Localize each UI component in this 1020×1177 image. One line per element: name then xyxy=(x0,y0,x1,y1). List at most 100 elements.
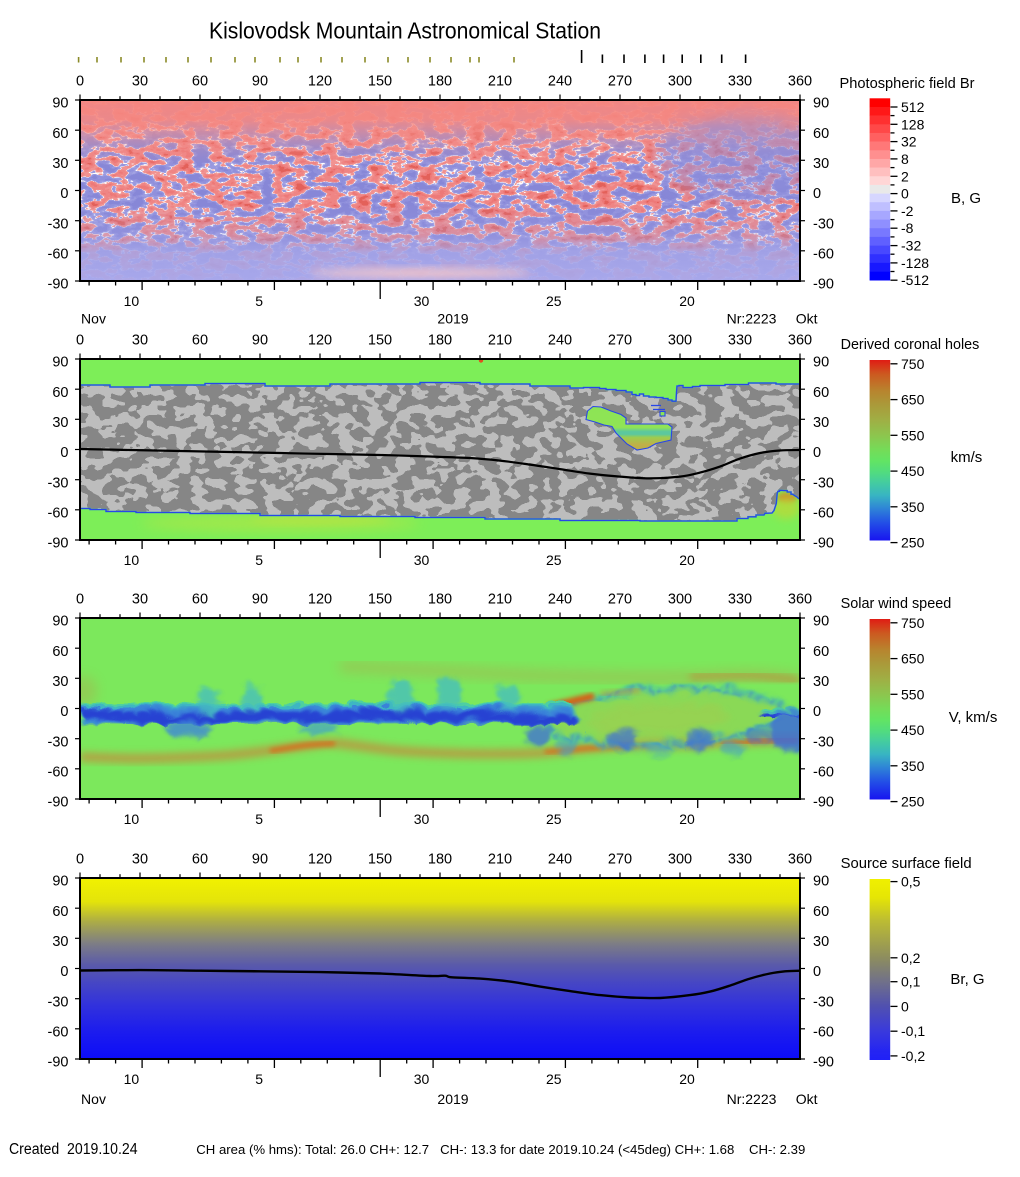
svg-text:330: 330 xyxy=(728,332,752,348)
svg-text:210: 210 xyxy=(488,332,512,348)
svg-text:750: 750 xyxy=(901,615,925,631)
svg-text:0: 0 xyxy=(76,73,84,89)
svg-text:2019: 2019 xyxy=(437,1091,468,1107)
svg-text:Source surface field: Source surface field xyxy=(841,855,972,872)
svg-text:330: 330 xyxy=(728,851,752,867)
svg-text:300: 300 xyxy=(668,591,692,607)
svg-text:30: 30 xyxy=(132,591,148,607)
svg-text:30: 30 xyxy=(52,934,68,950)
svg-text:750: 750 xyxy=(901,356,925,372)
svg-text:25: 25 xyxy=(546,293,562,309)
svg-text:0: 0 xyxy=(813,704,821,720)
svg-text:180: 180 xyxy=(428,73,452,89)
svg-text:32: 32 xyxy=(901,134,917,150)
svg-text:Nr:2223: Nr:2223 xyxy=(727,311,777,327)
svg-text:20: 20 xyxy=(679,811,695,827)
svg-text:-0,2: -0,2 xyxy=(901,1048,925,1064)
svg-text:210: 210 xyxy=(488,851,512,867)
svg-text:20: 20 xyxy=(679,293,695,309)
svg-text:-30: -30 xyxy=(48,994,69,1010)
svg-text:650: 650 xyxy=(901,651,925,667)
svg-text:30: 30 xyxy=(52,415,68,431)
svg-text:0,1: 0,1 xyxy=(901,974,921,990)
svg-text:0: 0 xyxy=(813,445,821,461)
svg-text:-30: -30 xyxy=(48,475,69,491)
svg-text:360: 360 xyxy=(788,332,812,348)
svg-text:180: 180 xyxy=(428,851,452,867)
svg-text:60: 60 xyxy=(192,332,208,348)
svg-text:90: 90 xyxy=(813,874,829,890)
svg-text:-512: -512 xyxy=(901,272,929,288)
svg-text:-90: -90 xyxy=(48,277,69,293)
svg-text:10: 10 xyxy=(124,1071,140,1087)
svg-text:-30: -30 xyxy=(813,475,834,491)
svg-text:512: 512 xyxy=(901,99,925,115)
svg-text:-30: -30 xyxy=(813,734,834,750)
svg-text:210: 210 xyxy=(488,73,512,89)
svg-text:-90: -90 xyxy=(48,1055,69,1071)
svg-text:Nov: Nov xyxy=(81,1091,106,1107)
svg-text:150: 150 xyxy=(368,591,392,607)
svg-text:5: 5 xyxy=(255,1071,263,1087)
svg-text:30: 30 xyxy=(52,156,68,172)
svg-text:60: 60 xyxy=(192,851,208,867)
svg-text:240: 240 xyxy=(548,591,572,607)
svg-text:0: 0 xyxy=(60,186,68,202)
svg-text:60: 60 xyxy=(52,385,68,401)
svg-text:-60: -60 xyxy=(48,1024,69,1040)
svg-text:km/s: km/s xyxy=(951,449,983,466)
svg-text:60: 60 xyxy=(813,126,829,142)
svg-text:0: 0 xyxy=(76,332,84,348)
svg-text:0: 0 xyxy=(76,851,84,867)
svg-text:-90: -90 xyxy=(48,795,69,811)
svg-text:450: 450 xyxy=(901,463,925,479)
svg-text:0,5: 0,5 xyxy=(901,874,921,890)
svg-text:30: 30 xyxy=(414,1071,430,1087)
svg-text:Created 2019.10.24: Created 2019.10.24 xyxy=(9,1141,138,1158)
svg-text:25: 25 xyxy=(546,552,562,568)
svg-text:-30: -30 xyxy=(813,994,834,1010)
svg-text:360: 360 xyxy=(788,73,812,89)
svg-text:-90: -90 xyxy=(813,795,834,811)
svg-text:150: 150 xyxy=(368,73,392,89)
svg-text:90: 90 xyxy=(252,73,268,89)
svg-text:-90: -90 xyxy=(813,536,834,552)
svg-text:30: 30 xyxy=(132,73,148,89)
svg-text:10: 10 xyxy=(124,293,140,309)
svg-text:250: 250 xyxy=(901,535,925,551)
svg-text:0: 0 xyxy=(813,186,821,202)
svg-text:90: 90 xyxy=(252,332,268,348)
svg-text:-60: -60 xyxy=(813,246,834,262)
svg-text:-32: -32 xyxy=(901,238,921,254)
svg-text:-60: -60 xyxy=(48,246,69,262)
svg-text:30: 30 xyxy=(813,156,829,172)
svg-text:5: 5 xyxy=(255,293,263,309)
svg-text:240: 240 xyxy=(548,73,572,89)
svg-text:0: 0 xyxy=(901,186,909,202)
svg-text:8: 8 xyxy=(901,151,909,167)
svg-text:0: 0 xyxy=(76,591,84,607)
svg-text:20: 20 xyxy=(679,1071,695,1087)
svg-text:330: 330 xyxy=(728,73,752,89)
svg-text:-60: -60 xyxy=(48,764,69,780)
svg-text:270: 270 xyxy=(608,332,632,348)
svg-text:Solar wind speed: Solar wind speed xyxy=(841,595,952,612)
svg-text:90: 90 xyxy=(813,355,829,371)
svg-text:5: 5 xyxy=(255,552,263,568)
svg-text:270: 270 xyxy=(608,73,632,89)
svg-text:25: 25 xyxy=(546,811,562,827)
svg-text:300: 300 xyxy=(668,332,692,348)
svg-text:300: 300 xyxy=(668,73,692,89)
svg-text:180: 180 xyxy=(428,332,452,348)
svg-text:270: 270 xyxy=(608,851,632,867)
svg-text:-90: -90 xyxy=(813,277,834,293)
svg-text:90: 90 xyxy=(52,614,68,630)
svg-text:-2: -2 xyxy=(901,203,914,219)
svg-text:180: 180 xyxy=(428,591,452,607)
svg-text:60: 60 xyxy=(192,73,208,89)
svg-text:-90: -90 xyxy=(813,1055,834,1071)
svg-text:-30: -30 xyxy=(48,216,69,232)
svg-text:350: 350 xyxy=(901,758,925,774)
svg-text:0: 0 xyxy=(901,998,909,1014)
svg-text:90: 90 xyxy=(52,355,68,371)
